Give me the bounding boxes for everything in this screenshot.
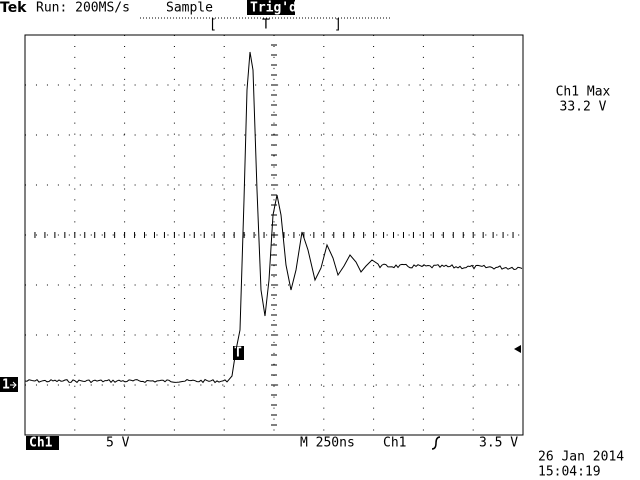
measurement-label: Ch1 Max [556, 85, 611, 100]
graticule-border [24, 34, 524, 436]
brand: Tek [0, 0, 27, 16]
graticule [24, 34, 524, 436]
trigger-level-arrow [514, 345, 521, 353]
trigger-status-box [247, 0, 295, 15]
trigger-position: T [262, 18, 270, 33]
record-bracket-right: ] [334, 18, 342, 33]
timebase: M 250ns [300, 436, 355, 451]
time: 15:04:19 [538, 465, 601, 480]
channel: Ch1 [29, 436, 53, 451]
measurement-value: 33.2 V [560, 100, 607, 115]
trigger-point-box [233, 346, 244, 360]
record-bracket-left: [ [209, 18, 217, 33]
trigger-level: 3.5 V [479, 436, 518, 451]
channel-box [26, 436, 59, 450]
trigger-source: Ch1 [383, 436, 406, 451]
ground-arrow [10, 381, 17, 389]
date: 26 Jan 2014 [538, 450, 624, 465]
trigger-slope [431, 436, 441, 450]
run-status: Run: 200MS/s [36, 1, 130, 16]
trigger-point: T [234, 346, 242, 361]
volts-per-div: 5 V [106, 436, 130, 451]
ground-marker: 1 [2, 378, 10, 393]
trigger-status: Trig'd [250, 1, 297, 16]
waveform [24, 51, 523, 384]
acquisition-mode: Sample [166, 1, 213, 16]
ground-marker-box [0, 377, 18, 392]
